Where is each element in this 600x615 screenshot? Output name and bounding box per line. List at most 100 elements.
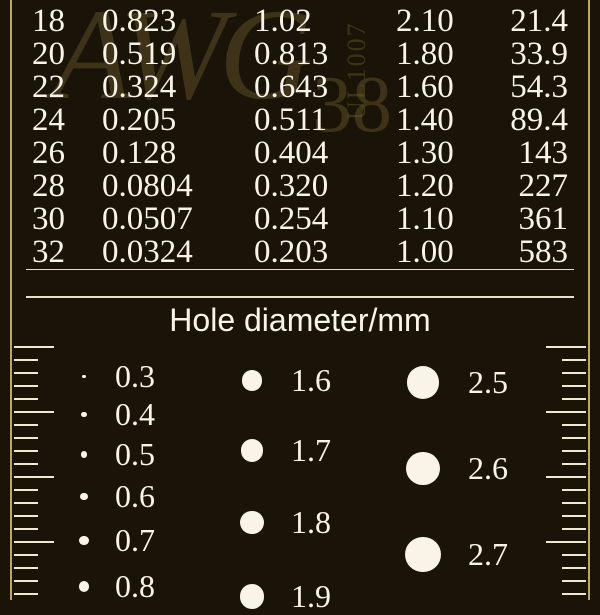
- hole-row: 1.6: [227, 362, 392, 399]
- table-cell: 0.404: [248, 137, 390, 170]
- hole-dot: [80, 493, 88, 501]
- ruler-tick: [14, 346, 54, 348]
- ruler-tick: [562, 398, 586, 400]
- table-row: 300.05070.2541.10361: [26, 203, 574, 236]
- table-cell: 1.30: [390, 137, 502, 170]
- hole-label: 0.8: [115, 568, 155, 605]
- ruler-tick: [14, 541, 54, 543]
- table-row: 320.03240.2031.00583: [26, 236, 574, 270]
- table-cell: 0.643: [248, 71, 390, 104]
- table-cell: 1.40: [390, 104, 502, 137]
- hole-column-medium: 1.61.71.81.9: [227, 350, 392, 600]
- table-row: 220.3240.6431.6054.3: [26, 71, 574, 104]
- table-cell: 89.4: [502, 104, 574, 137]
- hole-row: 1.8: [227, 504, 392, 541]
- table-cell: 227: [502, 170, 574, 203]
- table-cell: 28: [26, 170, 96, 203]
- hole-dot: [81, 412, 86, 417]
- hole-dot: [242, 370, 263, 391]
- hole-row: 1.9: [227, 578, 392, 615]
- ruler-tick: [14, 437, 38, 439]
- hole-label: 1.6: [291, 362, 331, 399]
- ruler-tick: [562, 372, 586, 374]
- table-cell: 0.0324: [96, 236, 248, 270]
- table-cell: 0.0804: [96, 170, 248, 203]
- table-row: 240.2050.5111.4089.4: [26, 104, 574, 137]
- hole-label: 0.6: [115, 478, 155, 515]
- wire-gauge-table: 161.311.292.4013.5180.8231.022.1021.4200…: [26, 0, 574, 270]
- hole-row: 0.3: [67, 358, 227, 395]
- table-cell: 24: [26, 104, 96, 137]
- table-row: 280.08040.3201.20227: [26, 170, 574, 203]
- table-cell: 0.0507: [96, 203, 248, 236]
- table-cell: 361: [502, 203, 574, 236]
- hole-label: 1.7: [291, 432, 331, 469]
- hole-dot: [79, 536, 88, 545]
- ruler-tick: [562, 554, 586, 556]
- hole-size-chart: 0.30.40.50.60.70.8 1.61.71.81.9 2.52.62.…: [67, 350, 533, 600]
- table-cell: 2.10: [390, 5, 502, 38]
- hole-row: 0.7: [67, 522, 227, 559]
- ruler-tick: [14, 554, 38, 556]
- ruler-left: [12, 346, 62, 600]
- ruler-tick: [562, 463, 586, 465]
- ruler-tick: [14, 463, 38, 465]
- hole-row: 0.6: [67, 478, 227, 515]
- table-cell: 30: [26, 203, 96, 236]
- ruler-tick: [546, 346, 586, 348]
- ruler-tick: [14, 476, 54, 478]
- ruler-tick: [562, 450, 586, 452]
- ruler-tick: [14, 567, 38, 569]
- ruler-tick: [14, 528, 38, 530]
- table-row: 180.8231.022.1021.4: [26, 5, 574, 38]
- ruler-tick: [14, 515, 38, 517]
- table-cell: 32: [26, 236, 96, 270]
- table-cell: 0.511: [248, 104, 390, 137]
- hole-dot: [405, 537, 440, 572]
- hole-row: 1.7: [227, 432, 392, 469]
- ruler-tick: [562, 515, 586, 517]
- ruler-tick: [562, 528, 586, 530]
- table-row: 260.1280.4041.30143: [26, 137, 574, 170]
- table-cell: 0.205: [96, 104, 248, 137]
- table-cell: 22: [26, 71, 96, 104]
- table-cell: 0.519: [96, 38, 248, 71]
- hole-row: 0.8: [67, 568, 227, 605]
- hole-column-large: 2.5 2.6 2.7: [392, 350, 562, 600]
- table-cell: 0.320: [248, 170, 390, 203]
- table-row: 200.5190.8131.8033.9: [26, 38, 574, 71]
- hole-label: 1.9: [291, 578, 331, 615]
- ruler-tick: [562, 385, 586, 387]
- reference-card: AWG 38 UL1007 161.311.292.4013.5180.8231…: [10, 0, 590, 600]
- ruler-tick: [562, 502, 586, 504]
- hole-column-small: 0.30.40.50.60.70.8: [67, 350, 227, 600]
- table-cell: 0.203: [248, 236, 390, 270]
- table-cell: 54.3: [502, 71, 574, 104]
- ruler-tick: [562, 567, 586, 569]
- table-cell: 1.10: [390, 203, 502, 236]
- table-cell: 0.823: [96, 5, 248, 38]
- hole-diameter-title: Hole diameter/mm: [12, 302, 588, 339]
- hole-label: 0.5: [115, 436, 155, 473]
- table-cell: 1.60: [390, 71, 502, 104]
- ruler-tick: [562, 489, 586, 491]
- ruler-tick: [562, 437, 586, 439]
- ruler-tick: [14, 593, 38, 595]
- table-cell: 26: [26, 137, 96, 170]
- hole-dot: [407, 366, 440, 399]
- table-cell: 1.00: [390, 236, 502, 270]
- table-cell: 20: [26, 38, 96, 71]
- ruler-tick: [14, 580, 38, 582]
- table-cell: 18: [26, 5, 96, 38]
- hole-label: 2.7: [468, 536, 508, 573]
- hole-label: 0.7: [115, 522, 155, 559]
- hole-row: 0.5: [67, 436, 227, 473]
- hole-label: 2.6: [468, 450, 508, 487]
- hole-dot: [240, 584, 265, 609]
- ruler-tick: [14, 372, 38, 374]
- hole-dot: [81, 451, 88, 458]
- table-cell: 143: [502, 137, 574, 170]
- hole-dot: [240, 511, 263, 534]
- hole-label: 2.5: [468, 364, 508, 401]
- table-cell: 0.324: [96, 71, 248, 104]
